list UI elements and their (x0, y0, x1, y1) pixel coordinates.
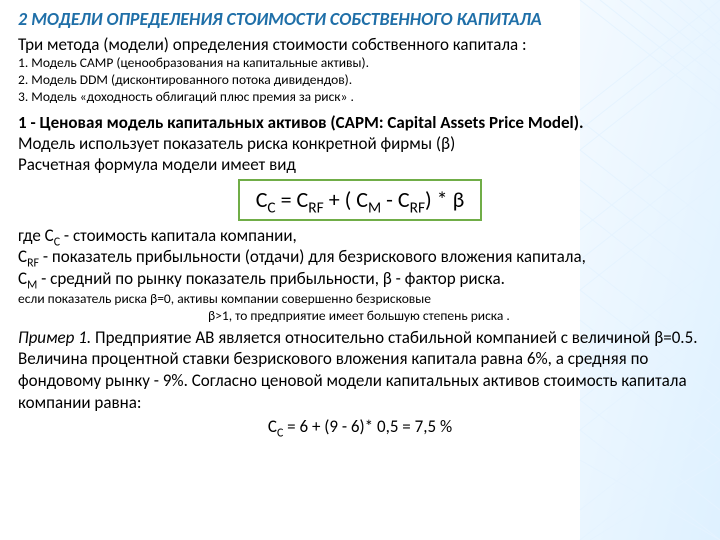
model-list: 1. Модель САМР (ценообразования на капит… (18, 55, 702, 106)
section-head: 1 - Ценовая модель капитальных активов (… (18, 112, 584, 133)
model-item-2: 2. Модель DDM (дисконтированного потока … (18, 72, 702, 89)
section-line3: Расчетная формула модели имеет вид (18, 154, 296, 175)
section-line2: Модель использует показатель риска конкр… (18, 133, 455, 154)
section-capm: 1 - Ценовая модель капитальных активов (… (18, 112, 702, 176)
subtitle: Три метода (модели) определения стоимост… (18, 34, 702, 55)
capm-formula: СС = CRF + ( СM - CRF) * β (238, 179, 483, 221)
where-cc: где СС - стоимость капитала компании, (18, 225, 702, 246)
example-label: Пример 1. (18, 327, 91, 348)
where-block: где СС - стоимость капитала компании, CR… (18, 225, 702, 289)
where-cm: СM - средний по рынку показатель прибыль… (18, 268, 702, 289)
beta-note-1: β>1, то предприятие имеет большую степен… (18, 308, 702, 325)
formula-row: СС = CRF + ( СM - CRF) * β (18, 179, 702, 221)
model-item-1: 1. Модель САМР (ценообразования на капит… (18, 55, 702, 72)
slide-content: 2 МОДЕЛИ ОПРЕДЕЛЕНИЯ СТОИМОСТИ СОБСТВЕНН… (0, 0, 720, 437)
where-crf: CRF - показатель прибыльности (отдачи) д… (18, 246, 702, 267)
example-calc: СС = 6 + (9 - 6)* 0,5 = 7,5 % (18, 416, 702, 437)
model-item-3: 3. Модель «доходность облигаций плюс пре… (18, 89, 702, 106)
beta-note-0: если показатель риска β=0, активы компан… (18, 291, 702, 308)
example-1: Пример 1. Предприятие АВ является относи… (18, 327, 702, 414)
slide-title: 2 МОДЕЛИ ОПРЕДЕЛЕНИЯ СТОИМОСТИ СОБСТВЕНН… (18, 8, 702, 30)
example-body: Предприятие АВ является относительно ста… (18, 327, 698, 413)
